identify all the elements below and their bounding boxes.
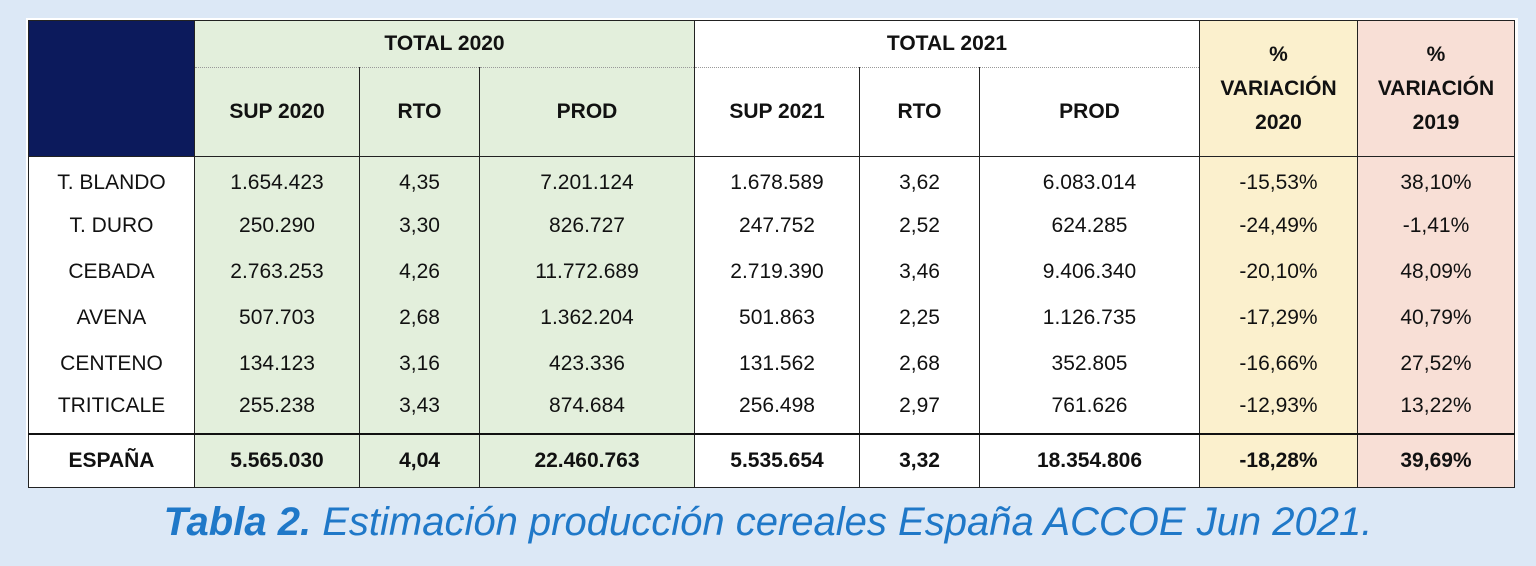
caption-label: Tabla 2. xyxy=(163,500,312,544)
total-rto-2021: 3,32 xyxy=(859,433,980,488)
total-rto-2020: 4,04 xyxy=(359,433,480,488)
cell-prod-2021: 624.285 xyxy=(979,203,1200,249)
subheader-rto-2021: RTO xyxy=(859,67,980,157)
table-row: CENTENO 134.123 3,16 423.336 131.562 2,6… xyxy=(28,341,1515,387)
total-prod-2020: 22.460.763 xyxy=(479,433,695,488)
cell-prod-2021: 1.126.735 xyxy=(979,295,1200,341)
table-row: AVENA 507.703 2,68 1.362.204 501.863 2,2… xyxy=(28,295,1515,341)
cell-variation-2019: 13,22% xyxy=(1357,387,1515,434)
cell-rto-2021: 2,52 xyxy=(859,203,980,249)
row-crop-name: TRITICALE xyxy=(28,387,195,434)
cell-variation-2019: -1,41% xyxy=(1357,203,1515,249)
table-row: T. DURO 250.290 3,30 826.727 247.752 2,5… xyxy=(28,203,1515,249)
header-corner xyxy=(28,20,195,157)
total-label: ESPAÑA xyxy=(28,433,195,488)
cell-sup-2021: 131.562 xyxy=(694,341,860,387)
table-row: CEBADA 2.763.253 4,26 11.772.689 2.719.3… xyxy=(28,249,1515,295)
header-variation-2020-line3: 2020 xyxy=(1255,110,1302,134)
cell-variation-2019: 38,10% xyxy=(1357,156,1515,203)
cell-variation-2019: 27,52% xyxy=(1357,341,1515,387)
cell-variation-2019: 48,09% xyxy=(1357,249,1515,295)
cell-sup-2021: 247.752 xyxy=(694,203,860,249)
cell-rto-2020: 3,43 xyxy=(359,387,480,434)
header-variation-2020-line2: VARIACIÓN xyxy=(1220,76,1337,100)
cell-rto-2021: 3,46 xyxy=(859,249,980,295)
row-crop-name: T. BLANDO xyxy=(28,156,195,203)
subheader-prod-2020: PROD xyxy=(479,67,695,157)
cell-prod-2021: 9.406.340 xyxy=(979,249,1200,295)
cell-prod-2020: 11.772.689 xyxy=(479,249,695,295)
cell-prod-2020: 874.684 xyxy=(479,387,695,434)
row-crop-name: CENTENO xyxy=(28,341,195,387)
total-variation-2019: 39,69% xyxy=(1357,433,1515,488)
cell-rto-2020: 4,35 xyxy=(359,156,480,203)
cell-variation-2020: -20,10% xyxy=(1199,249,1358,295)
cell-sup-2020: 134.123 xyxy=(194,341,360,387)
cell-rto-2021: 2,97 xyxy=(859,387,980,434)
subheader-sup-2021: SUP 2021 xyxy=(694,67,860,157)
header-variation-2019-line1: % xyxy=(1426,42,1446,66)
cell-rto-2021: 3,62 xyxy=(859,156,980,203)
cell-sup-2021: 256.498 xyxy=(694,387,860,434)
table-row: TRITICALE 255.238 3,43 874.684 256.498 2… xyxy=(28,387,1515,434)
cell-sup-2021: 2.719.390 xyxy=(694,249,860,295)
total-prod-2021: 18.354.806 xyxy=(979,433,1200,488)
header-total-2020: TOTAL 2020 xyxy=(194,20,695,68)
header-variation-2019-line2: VARIACIÓN xyxy=(1377,76,1495,100)
cell-prod-2021: 761.626 xyxy=(979,387,1200,434)
cell-sup-2020: 1.654.423 xyxy=(194,156,360,203)
header-total-2021: TOTAL 2021 xyxy=(694,20,1200,68)
cell-prod-2021: 352.805 xyxy=(979,341,1200,387)
cell-prod-2020: 826.727 xyxy=(479,203,695,249)
cell-prod-2020: 7.201.124 xyxy=(479,156,695,203)
row-crop-name: AVENA xyxy=(28,295,195,341)
cell-variation-2020: -15,53% xyxy=(1199,156,1358,203)
cell-prod-2021: 6.083.014 xyxy=(979,156,1200,203)
subheader-prod-2021: PROD xyxy=(979,67,1200,157)
row-crop-name: T. DURO xyxy=(28,203,195,249)
row-crop-name: CEBADA xyxy=(28,249,195,295)
cell-variation-2020: -24,49% xyxy=(1199,203,1358,249)
cell-variation-2019: 40,79% xyxy=(1357,295,1515,341)
cell-rto-2020: 2,68 xyxy=(359,295,480,341)
cell-sup-2020: 507.703 xyxy=(194,295,360,341)
cell-sup-2021: 501.863 xyxy=(694,295,860,341)
cell-variation-2020: -12,93% xyxy=(1199,387,1358,434)
caption-text: Estimación producción cereales España AC… xyxy=(311,500,1373,544)
header-variation-2019-line3: 2019 xyxy=(1412,110,1460,134)
cell-rto-2021: 2,25 xyxy=(859,295,980,341)
cell-rto-2021: 2,68 xyxy=(859,341,980,387)
header-variation-2020: % VARIACIÓN 2020 xyxy=(1199,20,1358,157)
cell-rto-2020: 3,16 xyxy=(359,341,480,387)
cereal-production-table: TOTAL 2020 TOTAL 2021 % VARIACIÓN 2020 %… xyxy=(28,20,1515,488)
cell-prod-2020: 1.362.204 xyxy=(479,295,695,341)
cell-rto-2020: 4,26 xyxy=(359,249,480,295)
header-variation-2019: % VARIACIÓN 2019 xyxy=(1357,20,1515,157)
table-row: T. BLANDO 1.654.423 4,35 7.201.124 1.678… xyxy=(28,156,1515,203)
header-variation-2020-line1: % xyxy=(1269,42,1288,66)
cell-sup-2020: 250.290 xyxy=(194,203,360,249)
cell-sup-2020: 2.763.253 xyxy=(194,249,360,295)
total-sup-2021: 5.535.654 xyxy=(694,433,860,488)
cell-sup-2021: 1.678.589 xyxy=(694,156,860,203)
cell-prod-2020: 423.336 xyxy=(479,341,695,387)
total-row: ESPAÑA 5.565.030 4,04 22.460.763 5.535.6… xyxy=(28,433,1515,488)
table-caption: Tabla 2. Estimación producción cereales … xyxy=(0,500,1536,545)
total-sup-2020: 5.565.030 xyxy=(194,433,360,488)
cell-variation-2020: -16,66% xyxy=(1199,341,1358,387)
subheader-rto-2020: RTO xyxy=(359,67,480,157)
cell-sup-2020: 255.238 xyxy=(194,387,360,434)
cell-rto-2020: 3,30 xyxy=(359,203,480,249)
total-variation-2020: -18,28% xyxy=(1199,433,1358,488)
subheader-sup-2020: SUP 2020 xyxy=(194,67,360,157)
cell-variation-2020: -17,29% xyxy=(1199,295,1358,341)
